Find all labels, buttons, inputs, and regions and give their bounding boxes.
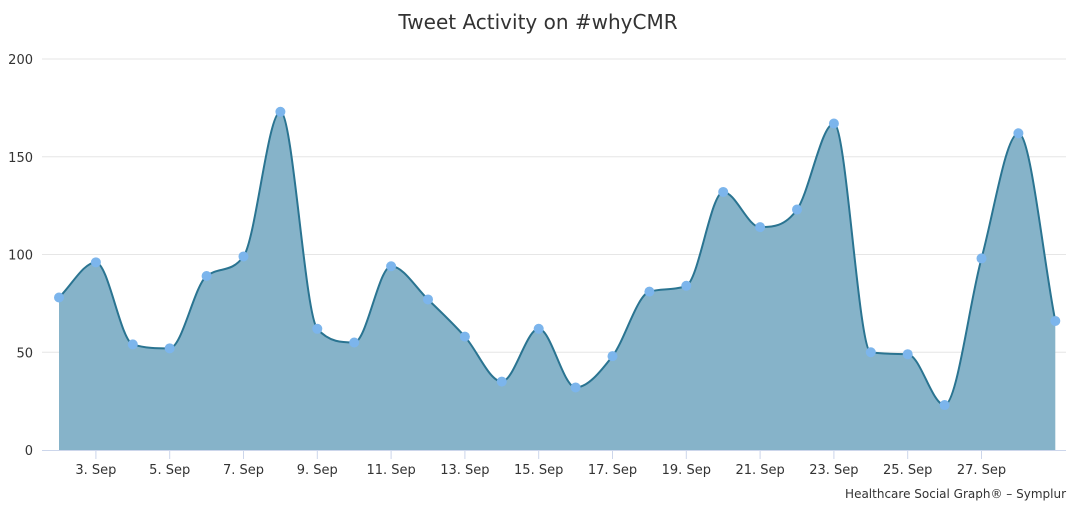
data-point-8[interactable] [312, 323, 323, 334]
x-tick-label: 11. Sep [366, 463, 415, 478]
data-point-27[interactable] [1013, 128, 1024, 139]
data-point-24[interactable] [902, 349, 913, 360]
x-tick-label: 23. Sep [809, 463, 858, 478]
data-point-22[interactable] [828, 118, 839, 129]
x-axis-ticks: 3. Sep 5. Sep 7. Sep 9. Sep 11. Sep 13. Sep 15… [75, 450, 1006, 478]
data-point-5[interactable] [201, 271, 212, 282]
data-point-16[interactable] [607, 351, 618, 362]
data-point-14[interactable] [533, 323, 544, 334]
data-point-23[interactable] [865, 347, 876, 358]
x-tick-label: 17. Sep [588, 463, 637, 478]
data-point-12[interactable] [459, 331, 470, 342]
x-tick-label: 3. Sep [75, 463, 116, 478]
data-point-21[interactable] [792, 204, 802, 215]
data-point-18[interactable] [681, 280, 692, 291]
x-tick-label: 5. Sep [149, 463, 190, 478]
data-point-10[interactable] [386, 261, 397, 272]
chart-credit[interactable]: Healthcare Social Graph® – Symplur [845, 487, 1066, 501]
x-tick-label: 27. Sep [957, 463, 1006, 478]
data-point-1[interactable] [54, 292, 64, 303]
data-point-7[interactable] [275, 106, 286, 117]
data-points [54, 106, 1061, 411]
x-tick-label: 7. Sep [223, 463, 264, 478]
data-point-11[interactable] [423, 294, 433, 305]
y-tick-label: 50 [16, 346, 33, 361]
data-point-20[interactable] [755, 222, 766, 233]
y-tick-label: 0 [25, 444, 33, 459]
data-point-9[interactable] [349, 337, 360, 348]
data-point-4[interactable] [164, 343, 175, 354]
data-point-3[interactable] [127, 339, 138, 350]
data-point-15[interactable] [570, 382, 581, 393]
x-tick-label: 9. Sep [297, 463, 338, 478]
series-area [59, 111, 1056, 450]
y-tick-label: 100 [8, 249, 33, 264]
data-point-28[interactable] [1050, 315, 1061, 326]
x-tick-label: 25. Sep [883, 463, 932, 478]
y-tick-label: 150 [8, 151, 33, 166]
data-point-19[interactable] [718, 186, 729, 197]
x-tick-label: 21. Sep [735, 463, 784, 478]
data-point-17[interactable] [644, 286, 655, 297]
y-axis-ticks: 0 50 100 150 200 [8, 53, 33, 459]
data-point-2[interactable] [90, 257, 101, 268]
x-tick-label: 13. Sep [440, 463, 489, 478]
data-point-6[interactable] [238, 251, 249, 262]
data-point-13[interactable] [496, 376, 507, 387]
data-point-26[interactable] [976, 253, 987, 264]
x-tick-label: 15. Sep [514, 463, 563, 478]
chart-title: Tweet Activity on #whyCMR [397, 10, 677, 34]
y-tick-label: 200 [8, 53, 33, 68]
data-point-25[interactable] [939, 400, 950, 411]
x-tick-label: 19. Sep [662, 463, 711, 478]
